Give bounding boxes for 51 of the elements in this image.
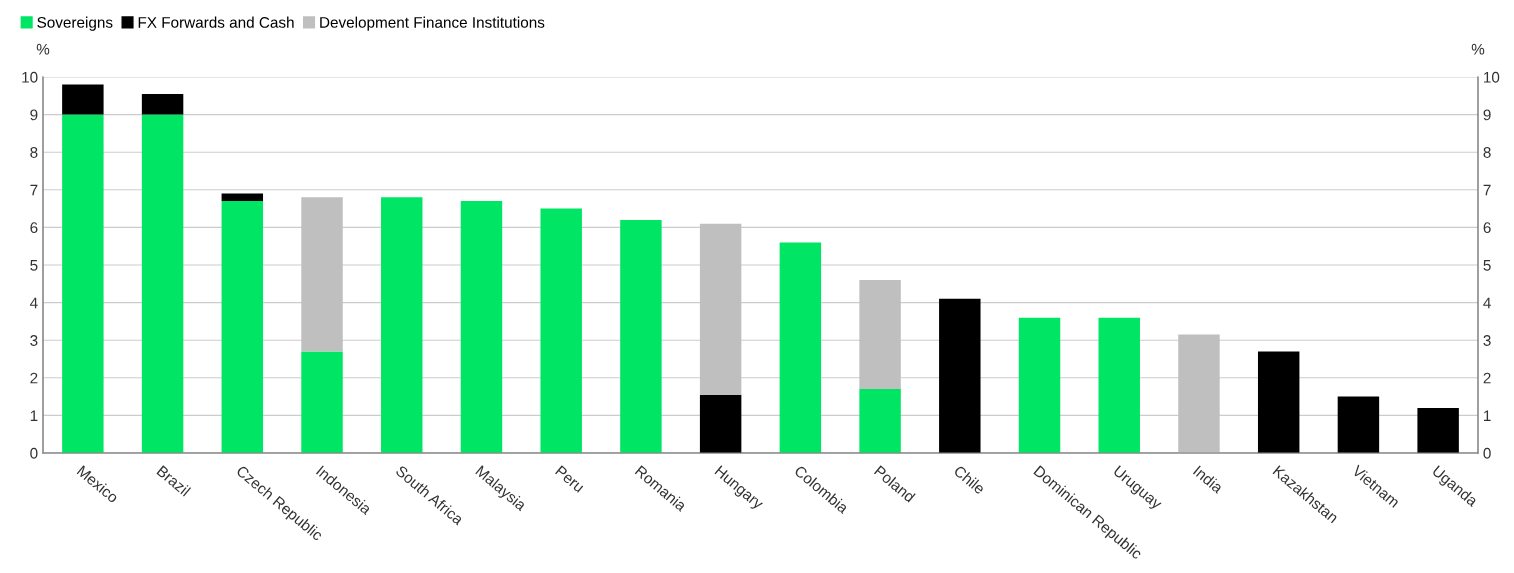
bar <box>1257 351 1300 453</box>
bar <box>620 219 662 453</box>
y2-axis-title: % <box>1471 43 1485 55</box>
bar <box>699 223 742 395</box>
bar <box>699 394 742 453</box>
bar <box>1018 317 1061 453</box>
bar <box>301 197 343 352</box>
bar <box>141 114 184 453</box>
bar <box>859 280 901 390</box>
bar <box>62 114 104 453</box>
y-tick-label: 0 <box>30 447 38 459</box>
legend-label: Sovereigns <box>37 16 113 31</box>
y-tick-label: 10 <box>22 71 38 83</box>
bar <box>460 201 503 453</box>
bar <box>1417 407 1459 453</box>
y2-tick-label: 8 <box>1483 147 1491 158</box>
bar <box>779 242 822 453</box>
y-tick-label: 9 <box>30 109 38 121</box>
y-tick-label: 7 <box>30 184 38 196</box>
y-tick-label: 2 <box>30 372 38 384</box>
y2-tick-label: 10 <box>1484 71 1500 83</box>
y-tick-label: 4 <box>29 297 38 309</box>
bar <box>1337 396 1380 453</box>
y2-tick-label: 2 <box>1483 372 1491 384</box>
bar <box>141 93 184 115</box>
y-tick-label: 1 <box>30 410 38 421</box>
y2-tick-label: 0 <box>1483 447 1491 459</box>
bar <box>540 208 582 453</box>
bar <box>221 193 264 202</box>
y-tick-label: 8 <box>30 147 38 158</box>
bar <box>301 351 343 453</box>
bar <box>381 197 423 453</box>
y2-tick-label: 6 <box>1483 222 1491 234</box>
bar <box>221 201 264 453</box>
y-axis-title: % <box>36 43 50 55</box>
y-tick-label: 6 <box>30 222 38 234</box>
y2-tick-label: 3 <box>1483 335 1491 346</box>
y2-tick-label: 4 <box>1483 297 1491 309</box>
bar <box>1178 334 1220 453</box>
y2-tick-label: 1 <box>1484 410 1491 421</box>
y2-tick-label: 7 <box>1483 184 1491 196</box>
legend-label: Development Finance Institutions <box>320 16 545 31</box>
bar <box>859 389 901 453</box>
y2-tick-label: 9 <box>1483 109 1491 121</box>
y2-tick-label: 5 <box>1483 260 1491 271</box>
legend-label: FX Forwards and Cash <box>138 16 294 28</box>
bar <box>62 84 104 115</box>
bar <box>939 298 981 453</box>
bar <box>1098 317 1140 453</box>
y-tick-label: 3 <box>30 335 38 346</box>
y-tick-label: 5 <box>30 260 38 271</box>
